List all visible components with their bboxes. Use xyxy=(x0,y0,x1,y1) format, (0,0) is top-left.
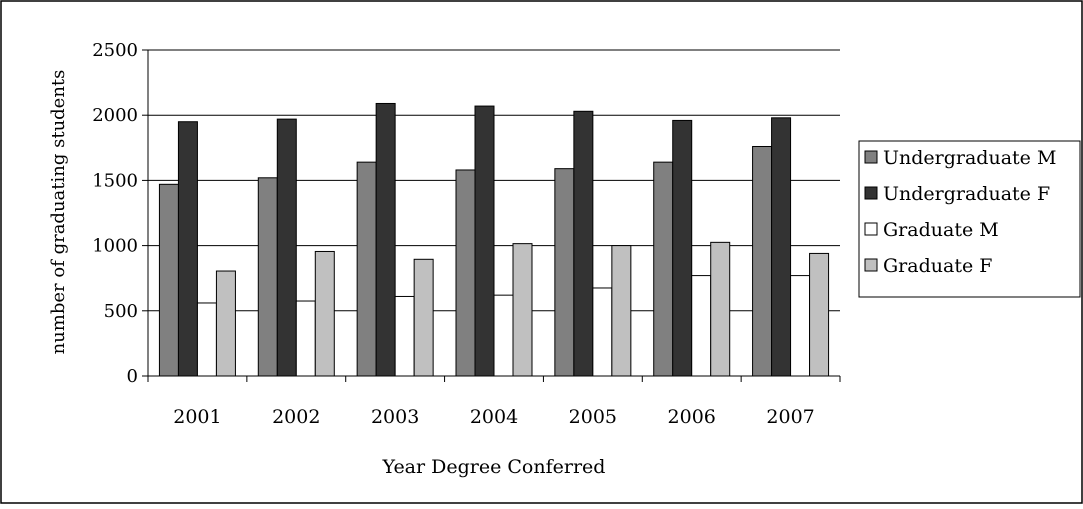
bar-undergraduate-f-2007 xyxy=(771,117,792,377)
legend-label: Undergraduate M xyxy=(883,147,1056,169)
bar-undergraduate-m-2003 xyxy=(356,161,377,377)
bar-graduate-m-2001 xyxy=(196,302,217,377)
x-tick-label: 2002 xyxy=(272,406,320,428)
bar-undergraduate-m-2005 xyxy=(554,168,575,377)
bar-undergraduate-m-2007 xyxy=(752,145,773,377)
tick-labels: 0 500 1000 1500 2000 2500 2001 2002 2003 2004 2005… xyxy=(92,40,815,428)
y-tick-label: 0 xyxy=(127,366,138,387)
x-tick-label: 2004 xyxy=(470,406,518,428)
bar-graduate-f-2002 xyxy=(314,250,335,377)
bar-graduate-m-2007 xyxy=(790,275,811,377)
legend-label: Undergraduate F xyxy=(883,183,1050,205)
y-tick-label: 1500 xyxy=(92,170,138,191)
x-tick-label: 2007 xyxy=(766,406,814,428)
x-tick-label: 2001 xyxy=(173,406,221,428)
legend: Undergraduate M Undergraduate F Graduate M… xyxy=(858,140,1081,298)
y-axis-label: number of graduating students xyxy=(48,70,69,355)
bar-graduate-m-2004 xyxy=(493,294,514,377)
legend-box xyxy=(858,140,1081,298)
bar-undergraduate-m-2006 xyxy=(653,161,674,377)
bar-graduate-f-2007 xyxy=(809,252,830,377)
bar-undergraduate-m-2004 xyxy=(455,169,476,377)
bar-undergraduate-f-2002 xyxy=(276,118,297,377)
y-tick-label: 500 xyxy=(104,301,138,322)
bars xyxy=(158,102,830,377)
axes xyxy=(142,49,841,382)
bar-graduate-m-2006 xyxy=(691,275,712,377)
legend-swatch xyxy=(864,186,878,200)
legend-swatch xyxy=(864,222,878,236)
x-axis-label: Year Degree Conferred xyxy=(382,456,606,478)
legend-swatch xyxy=(864,150,878,164)
bar-undergraduate-f-2005 xyxy=(573,110,594,377)
bar-graduate-f-2004 xyxy=(512,243,533,377)
y-tick-label: 1000 xyxy=(92,236,138,257)
bar-undergraduate-f-2006 xyxy=(672,119,693,377)
bar-graduate-m-2002 xyxy=(295,300,316,377)
bar-graduate-f-2003 xyxy=(413,258,434,377)
x-tick-label: 2006 xyxy=(668,406,716,428)
bar-undergraduate-m-2001 xyxy=(158,183,179,377)
bar-graduate-f-2006 xyxy=(710,241,731,377)
bar-graduate-f-2001 xyxy=(215,270,236,377)
bar-graduate-m-2003 xyxy=(394,295,415,377)
y-tick-label: 2000 xyxy=(92,105,138,126)
bar-graduate-m-2005 xyxy=(592,287,613,377)
x-tick-label: 2005 xyxy=(569,406,617,428)
bar-undergraduate-f-2004 xyxy=(474,105,495,377)
legend-label: Graduate M xyxy=(883,219,999,241)
bar-graduate-f-2005 xyxy=(611,245,632,377)
bar-undergraduate-f-2001 xyxy=(177,121,198,377)
bar-undergraduate-m-2002 xyxy=(257,177,278,377)
legend-label: Graduate F xyxy=(883,255,992,277)
legend-swatch xyxy=(864,258,878,272)
y-tick-label: 2500 xyxy=(92,40,138,61)
x-tick-label: 2003 xyxy=(371,406,419,428)
bar-undergraduate-f-2003 xyxy=(375,102,396,377)
